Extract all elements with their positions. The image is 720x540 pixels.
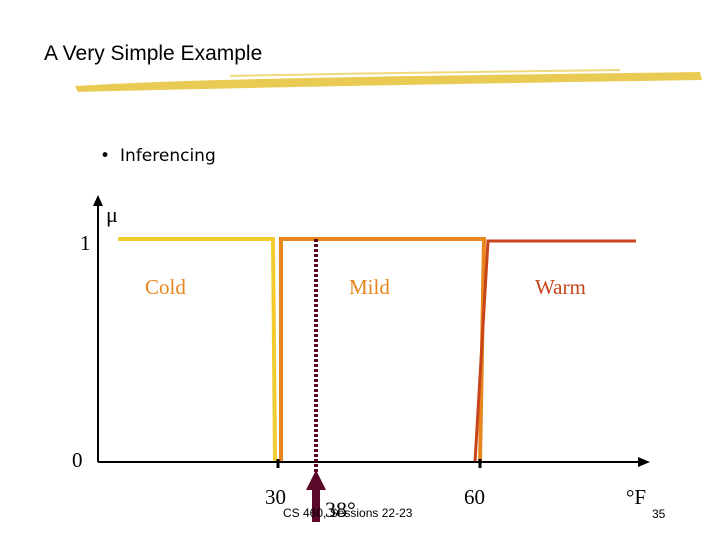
title-underline-streak xyxy=(229,69,621,77)
x-tick-label-60: 60 xyxy=(464,485,485,509)
x-axis-label: °F xyxy=(626,485,646,509)
marker-arrow-shaft xyxy=(312,488,320,522)
series-label-warm: Warm xyxy=(535,275,586,299)
slide-title: A Very Simple Example xyxy=(44,42,263,65)
y-axis-label: μ xyxy=(106,202,118,227)
y-tick-0: 0 xyxy=(72,448,83,472)
bullet-text: Inferencing xyxy=(120,146,216,166)
y-axis-arrowhead xyxy=(93,195,103,206)
bullet-item: • Inferencing xyxy=(100,146,216,166)
page-number: 35 xyxy=(652,507,666,521)
y-tick-1: 1 xyxy=(80,231,91,255)
series-label-cold: Cold xyxy=(145,275,186,299)
cold-membership-line xyxy=(118,237,277,463)
bullet-dot-icon: • xyxy=(100,146,111,166)
series-label-mild: Mild xyxy=(349,275,390,299)
title-underline xyxy=(75,72,702,92)
warm-membership-line xyxy=(473,239,636,463)
x-tick-label-30: 30 xyxy=(265,485,286,509)
marker-label: 38° xyxy=(325,497,356,522)
x-axis-arrowhead xyxy=(638,457,650,467)
mild-membership-line xyxy=(279,237,487,463)
slide-footer: CS 460, Sessions 22-23 xyxy=(283,506,413,520)
marker-arrowhead xyxy=(306,470,326,490)
